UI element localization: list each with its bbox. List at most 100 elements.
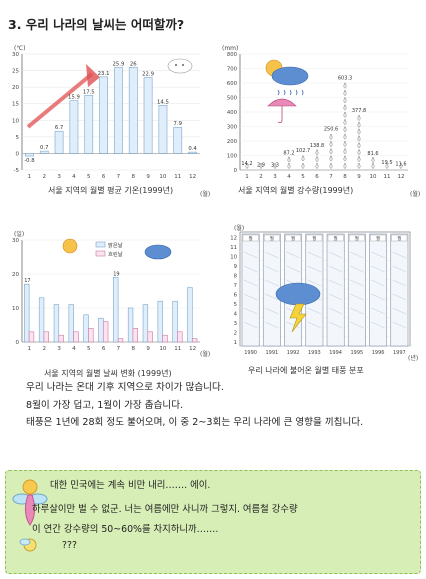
raindrop-mark [357,162,361,169]
precipitation-month-unit: (월) [410,190,420,198]
month-tick-label: 5 [301,174,305,180]
rain-streak [295,89,298,96]
month-tick-label: 9 [146,174,150,180]
temperature-bar [54,130,64,154]
column-header-label: 월 [355,235,359,242]
month-tick-label: 7 [329,174,333,180]
wind-stroke [243,251,258,259]
y-tick-label: 400 [227,110,238,116]
raindrop-mark [343,140,347,147]
column-header-box [242,234,259,242]
wind-stroke [350,307,364,315]
trend-arrow-head [86,63,100,88]
legend-label: 맑은날 [108,241,123,249]
paragraph-line-1: 우리 나라는 온대 기후 지역으로 차이가 많습니다. [26,382,224,393]
y-tick-label: 10 [12,306,19,312]
month-tick-label: 11 [384,174,391,180]
weather-days-bar [68,304,74,343]
wind-stroke [307,251,322,259]
month-tick-label: 11 [174,174,181,180]
typhoon-year-column [347,233,366,347]
weather-days-bar [142,304,149,343]
wind-stroke [328,293,343,301]
y-tick-label: 15 [12,102,19,108]
temperature-data-label: 7.9 [174,121,182,127]
column-header-box [349,234,365,242]
month-tick-label: 3 [273,174,277,180]
raindrop-mark [357,121,361,128]
month-tick-label: 10 [370,174,377,180]
wind-stroke [392,321,407,329]
raindrop-mark [343,82,347,89]
temperature-data-label: 23.1 [98,71,110,77]
temperature-bar [84,95,94,154]
body-paragraph: 우리 나라는 온대 기후 지역으로 차이가 많습니다. 8월이 가장 덥고, 1… [26,379,421,432]
wind-stroke [328,307,343,315]
y-tick-label: 2 [234,331,237,337]
precipitation-data-label: 102.7 [296,148,310,154]
month-tick-label: 12 [189,346,196,352]
weather-days-unit-label: (일) [14,230,24,238]
weather-days-bar [147,331,153,343]
month-tick-label: 2 [43,174,47,180]
wind-stroke [371,307,385,315]
year-tick-label: 1995 [351,350,364,356]
wind-stroke [265,293,279,301]
month-tick-label: 12 [189,174,196,180]
column-header-label: 월 [249,235,253,242]
wind-stroke [392,265,407,273]
typhoon-year-unit: (년) [408,354,418,362]
wind-stroke [392,279,407,287]
raindrop-mark [315,162,319,169]
raindrop-mark [357,148,361,156]
y-tick-label: 700 [227,67,238,73]
trend-arrow [26,72,94,129]
raindrop-mark [329,162,333,169]
weather-days-bar [28,331,35,343]
month-tick-label: 7 [117,174,121,180]
precipitation-data-label: 138.8 [310,143,324,149]
y-tick-label: 5 [234,302,237,308]
month-tick-label: 6 [102,174,106,180]
paragraph-line-3: 태풍은 1년에 28회 정도 불어오며, 이 중 2~3회는 우리 나라에 큰 … [26,417,364,428]
weather-days-bar [113,277,119,343]
umbrella-handle [277,106,283,124]
y-tick-label: 4 [234,312,238,318]
small-wing-icon [19,538,31,546]
y-tick-label: 300 [227,125,238,131]
temperature-chart-svg: (℃) (월) -5 0 5 10 15 20 25 30 -0.8 1 0.7 2 6.7 3 15.9 4… [12,45,210,198]
wind-stroke [307,265,322,273]
raindrop-mark [371,162,375,169]
y-tick-label: 200 [227,139,238,145]
temperature-bar [114,67,123,154]
sun-face-icon [62,238,78,254]
raindrop-mark [259,162,263,169]
temperature-data-label: 15.9 [68,95,80,101]
lightning-icon [289,303,307,333]
legend-swatch [95,241,106,248]
raindrop-mark [245,162,249,169]
y-tick-label: 1 [234,340,237,346]
wind-stroke [392,251,407,259]
precipitation-data-label: 11.6 [395,161,406,167]
weather-days-bar [157,300,163,343]
weather-days-bar [102,321,109,343]
wind-stroke [371,279,385,287]
month-tick-label: 2 [259,174,263,180]
raindrop-mark [329,133,333,140]
year-tick-label: 1993 [308,350,321,356]
month-tick-label: 1 [28,346,32,352]
temperature-bar [69,100,79,154]
y-tick-label: 10 [12,118,19,124]
wind-stroke [243,321,258,329]
rain-streak [277,89,280,96]
temperature-data-label: 17.5 [83,89,95,95]
temperature-bar [173,126,183,154]
month-tick-label: 8 [132,174,136,180]
column-header-box [391,234,408,242]
wind-stroke [307,279,322,287]
weather-days-caption: 서울 지역의 월별 날씨 변화 (1999년) [44,369,172,378]
weather-days-bar [191,338,198,343]
y-tick-label: 20 [12,272,19,278]
temperature-data-label: 25.9 [113,62,125,68]
